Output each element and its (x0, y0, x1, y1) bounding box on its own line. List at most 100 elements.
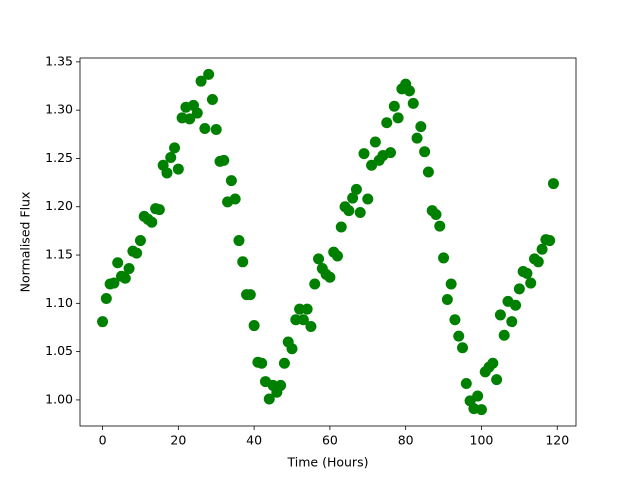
data-point (498, 329, 510, 341)
data-point (263, 393, 275, 405)
data-point (381, 117, 393, 129)
data-point (108, 277, 120, 289)
data-point (506, 316, 518, 328)
data-point (434, 220, 446, 232)
x-tick-label: 80 (398, 433, 414, 448)
data-point (233, 235, 245, 247)
data-point (457, 342, 469, 354)
x-tick-label: 60 (322, 433, 338, 448)
data-point (290, 314, 302, 326)
data-point (248, 320, 260, 332)
data-point (153, 204, 165, 216)
data-point (161, 167, 173, 179)
x-tick-label: 0 (99, 433, 107, 448)
data-point (301, 303, 313, 315)
data-point (544, 235, 556, 247)
y-tick-label: 1.05 (45, 343, 73, 358)
data-point (494, 309, 506, 321)
data-point (343, 205, 355, 217)
data-point (350, 183, 362, 195)
data-point (403, 85, 415, 97)
data-point (169, 142, 181, 154)
data-point (388, 100, 400, 112)
data-point (475, 404, 487, 416)
data-point (536, 243, 548, 255)
y-tick-label: 1.00 (45, 391, 73, 406)
y-tick-label: 1.35 (45, 53, 73, 68)
data-point (131, 247, 143, 259)
data-point (472, 390, 484, 402)
data-point (218, 154, 230, 166)
data-point (449, 314, 461, 326)
data-point (445, 278, 457, 290)
data-point (123, 263, 135, 275)
data-point (347, 192, 359, 204)
data-point (237, 256, 249, 268)
data-point (385, 147, 397, 159)
data-point (513, 283, 525, 295)
data-point (411, 132, 423, 144)
y-tick-label: 1.20 (45, 198, 73, 213)
data-point (119, 272, 131, 284)
data-point (305, 321, 317, 333)
data-point (358, 148, 370, 160)
data-point (146, 216, 158, 228)
data-point (441, 293, 453, 305)
data-point (430, 208, 442, 220)
data-point (112, 257, 124, 269)
data-point (206, 94, 218, 106)
x-tick-label: 20 (170, 433, 186, 448)
y-axis-label: Normalised Flux (18, 192, 33, 293)
data-point (286, 343, 298, 355)
data-point (392, 112, 404, 124)
data-point (225, 175, 237, 187)
data-point (244, 289, 256, 301)
data-point (525, 277, 537, 289)
data-point (331, 250, 343, 262)
data-point (491, 374, 503, 386)
data-point (309, 278, 321, 290)
data-point (487, 357, 499, 369)
data-point (97, 316, 109, 328)
data-point (532, 256, 544, 268)
x-axis-label: Time (Hours) (287, 455, 369, 470)
y-tick-label: 1.15 (45, 247, 73, 262)
data-point (172, 163, 184, 175)
data-point (134, 235, 146, 247)
data-point (191, 107, 203, 119)
data-point (275, 379, 287, 391)
data-point (453, 330, 465, 342)
x-tick-label: 120 (545, 433, 569, 448)
data-point (407, 97, 419, 109)
data-point (100, 293, 112, 305)
y-tick-label: 1.25 (45, 150, 73, 165)
data-point (297, 314, 309, 326)
data-point (165, 151, 177, 163)
data-point (369, 136, 381, 148)
data-point (460, 378, 472, 390)
x-tick-label: 40 (246, 433, 262, 448)
data-point (210, 123, 222, 135)
data-point (335, 221, 347, 233)
data-point (354, 207, 366, 219)
data-point (438, 252, 450, 264)
plot-frame (79, 57, 577, 427)
data-point (422, 166, 434, 178)
data-point (324, 271, 336, 283)
data-point (415, 121, 427, 133)
data-point (547, 178, 559, 190)
data-point (521, 267, 533, 279)
data-point (294, 303, 306, 315)
data-point (256, 357, 268, 369)
data-point (203, 68, 215, 80)
data-point (195, 75, 207, 87)
data-point (278, 357, 290, 369)
data-point (184, 113, 196, 125)
data-point (419, 146, 431, 158)
y-tick-label: 1.10 (45, 295, 73, 310)
x-tick-label: 100 (470, 433, 494, 448)
data-point (313, 253, 325, 265)
y-tick-label: 1.30 (45, 102, 73, 117)
